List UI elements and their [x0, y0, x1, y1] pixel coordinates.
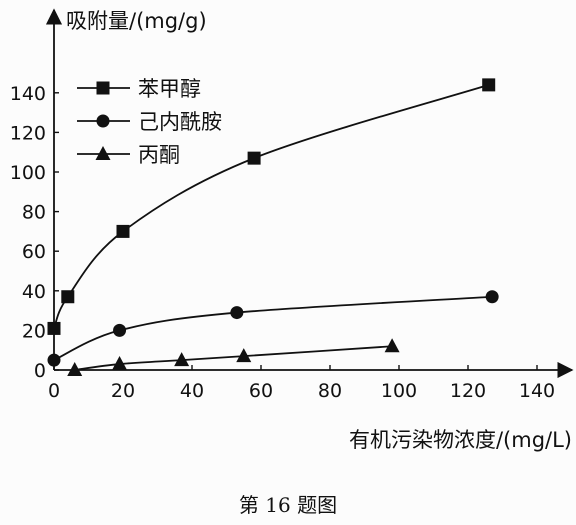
y-tick-label: 40 — [22, 281, 46, 303]
figure-caption: 第 16 题图 — [239, 493, 337, 517]
x-tick-label: 120 — [450, 380, 486, 402]
x-tick-label: 20 — [111, 380, 135, 402]
legend-item: 己内酰胺 — [77, 110, 222, 134]
legend-marker — [96, 114, 110, 128]
x-tick-label: 40 — [180, 380, 204, 402]
data-point — [67, 362, 83, 376]
x-tick-label: 60 — [249, 380, 273, 402]
x-axis-label: 有机污染物浓度/(mg/L) — [349, 428, 572, 452]
data-point — [482, 78, 496, 92]
data-point — [174, 352, 190, 367]
x-tick-label: 140 — [519, 380, 555, 402]
x-ticks: 0 20 40 60 80 100 120 140 — [48, 365, 555, 402]
data-point — [113, 323, 127, 337]
y-tick-label: 20 — [22, 320, 46, 342]
y-ticks: 0 20 40 60 80 100 120 140 — [10, 83, 59, 382]
series-circle — [47, 290, 499, 367]
x-tick-label: 80 — [318, 380, 342, 402]
legend-item: 丙酮 — [77, 143, 180, 167]
legend-label: 苯甲醇 — [138, 77, 201, 101]
data-point — [230, 306, 244, 320]
legend-label: 丙酮 — [138, 143, 180, 167]
y-axis-label: 吸附量/(mg/g) — [66, 9, 207, 33]
data-point — [485, 290, 499, 304]
data-point — [236, 348, 252, 363]
legend-item: 苯甲醇 — [77, 77, 201, 101]
data-point — [116, 224, 130, 238]
data-point — [47, 321, 61, 335]
series-square — [47, 78, 496, 335]
data-point — [247, 151, 261, 165]
y-tick-label: 120 — [10, 122, 46, 144]
y-tick-label: 0 — [34, 360, 46, 382]
series-line — [53, 295, 493, 361]
y-tick-label: 100 — [10, 162, 46, 184]
data-point — [384, 338, 400, 353]
y-tick-label: 140 — [10, 83, 46, 105]
data-point — [112, 356, 128, 371]
series-line — [74, 345, 393, 371]
series-triangle — [67, 338, 400, 376]
legend-label: 己内酰胺 — [138, 110, 222, 134]
y-tick-label: 60 — [22, 241, 46, 263]
legend-marker — [95, 146, 111, 160]
x-tick-label: 0 — [48, 380, 60, 402]
series-layer — [47, 78, 499, 376]
x-tick-label: 100 — [381, 380, 417, 402]
data-point — [47, 353, 61, 367]
y-tick-label: 80 — [22, 202, 46, 224]
legend-marker — [96, 81, 110, 95]
data-point — [61, 290, 75, 304]
